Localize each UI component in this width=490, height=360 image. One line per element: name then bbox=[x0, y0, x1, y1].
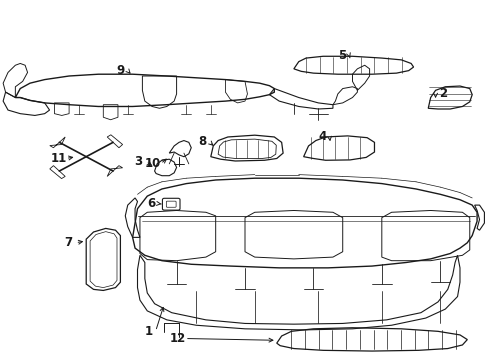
Text: 9: 9 bbox=[116, 64, 124, 77]
Text: 7: 7 bbox=[64, 236, 72, 249]
Text: 6: 6 bbox=[147, 197, 155, 210]
Text: 4: 4 bbox=[318, 130, 326, 143]
Text: 11: 11 bbox=[50, 152, 67, 165]
Text: 8: 8 bbox=[198, 135, 206, 148]
Text: 1: 1 bbox=[144, 325, 152, 338]
Text: 10: 10 bbox=[145, 157, 161, 170]
Text: 5: 5 bbox=[338, 49, 346, 62]
Text: 12: 12 bbox=[170, 332, 186, 345]
Text: 3: 3 bbox=[134, 155, 143, 168]
Text: 2: 2 bbox=[439, 87, 447, 100]
